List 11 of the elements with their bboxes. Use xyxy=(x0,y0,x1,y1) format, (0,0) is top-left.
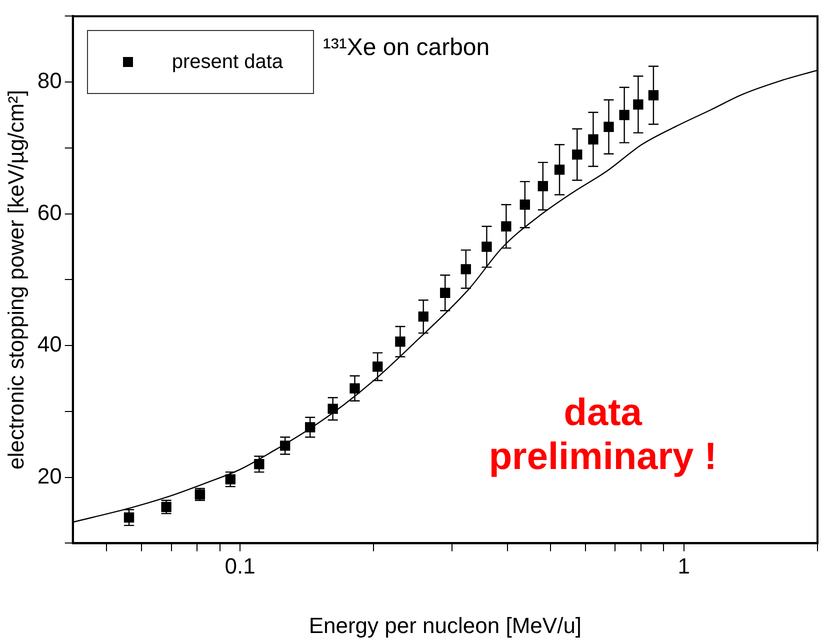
y-tick-label: 60 xyxy=(37,200,62,225)
text: ¹³¹Xe on carbon xyxy=(322,34,490,62)
y-axis-title: electronic stopping power [keV/µg/cm²] xyxy=(3,90,28,470)
x-tick-label: 1 xyxy=(678,553,690,578)
legend-label: present data xyxy=(172,50,284,74)
y-tick-label: 20 xyxy=(37,463,62,488)
x-tick-label: 0.1 xyxy=(224,553,256,578)
y-tick-label: 80 xyxy=(37,68,62,94)
x-axis-title: Energy per nucleon [MeV/u] xyxy=(308,612,582,638)
y-tick-label: 40 xyxy=(37,332,62,357)
annotation: data preliminary ! xyxy=(488,391,718,480)
